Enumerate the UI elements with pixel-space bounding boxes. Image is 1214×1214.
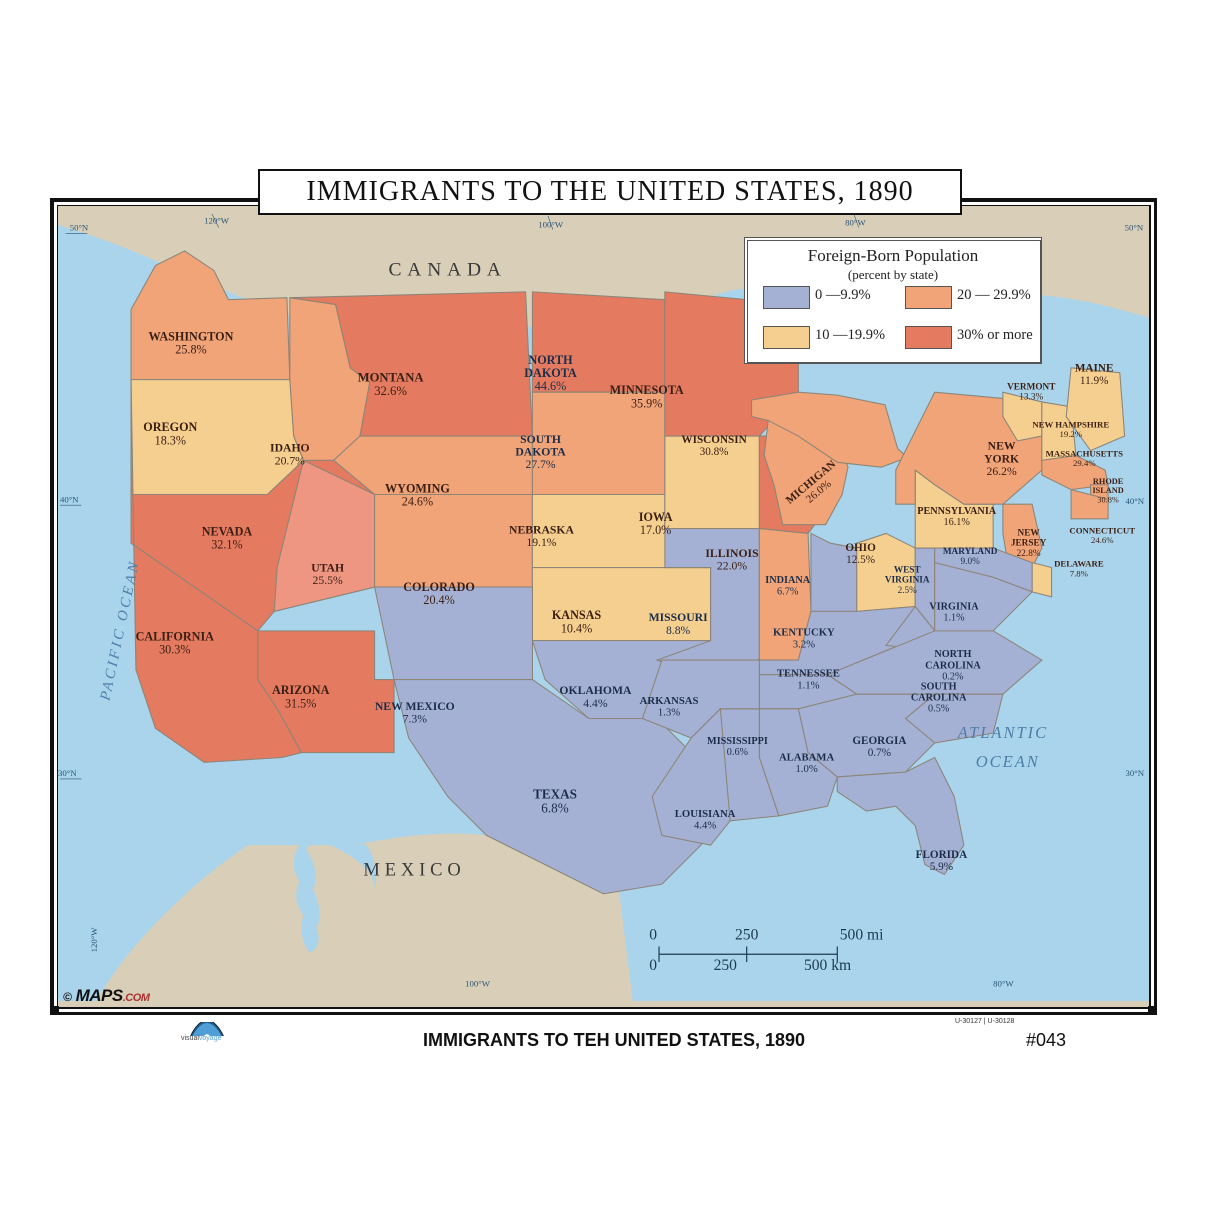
svg-text:40°N: 40°N (1126, 496, 1145, 506)
svg-text:250: 250 (735, 927, 759, 944)
svg-text:0: 0 (649, 957, 657, 974)
svg-text:ATLANTIC: ATLANTIC (957, 723, 1048, 742)
svg-text:120°W: 120°W (89, 927, 99, 953)
svg-text:0: 0 (649, 927, 657, 944)
svg-text:50°N: 50°N (70, 222, 89, 232)
svg-text:MEXICO: MEXICO (363, 860, 465, 880)
svg-text:80°W: 80°W (993, 978, 1014, 988)
svg-text:100°W: 100°W (465, 978, 491, 988)
svg-text:40°N: 40°N (60, 494, 79, 504)
svg-text:500 km: 500 km (804, 957, 851, 974)
svg-text:CANADA: CANADA (388, 259, 506, 280)
svg-text:250: 250 (714, 957, 738, 974)
svg-text:30°N: 30°N (1126, 768, 1145, 778)
svg-text:30°N: 30°N (58, 768, 77, 778)
svg-text:500 mi: 500 mi (840, 927, 884, 944)
svg-text:50°N: 50°N (1125, 222, 1144, 232)
svg-text:OCEAN: OCEAN (976, 752, 1040, 771)
